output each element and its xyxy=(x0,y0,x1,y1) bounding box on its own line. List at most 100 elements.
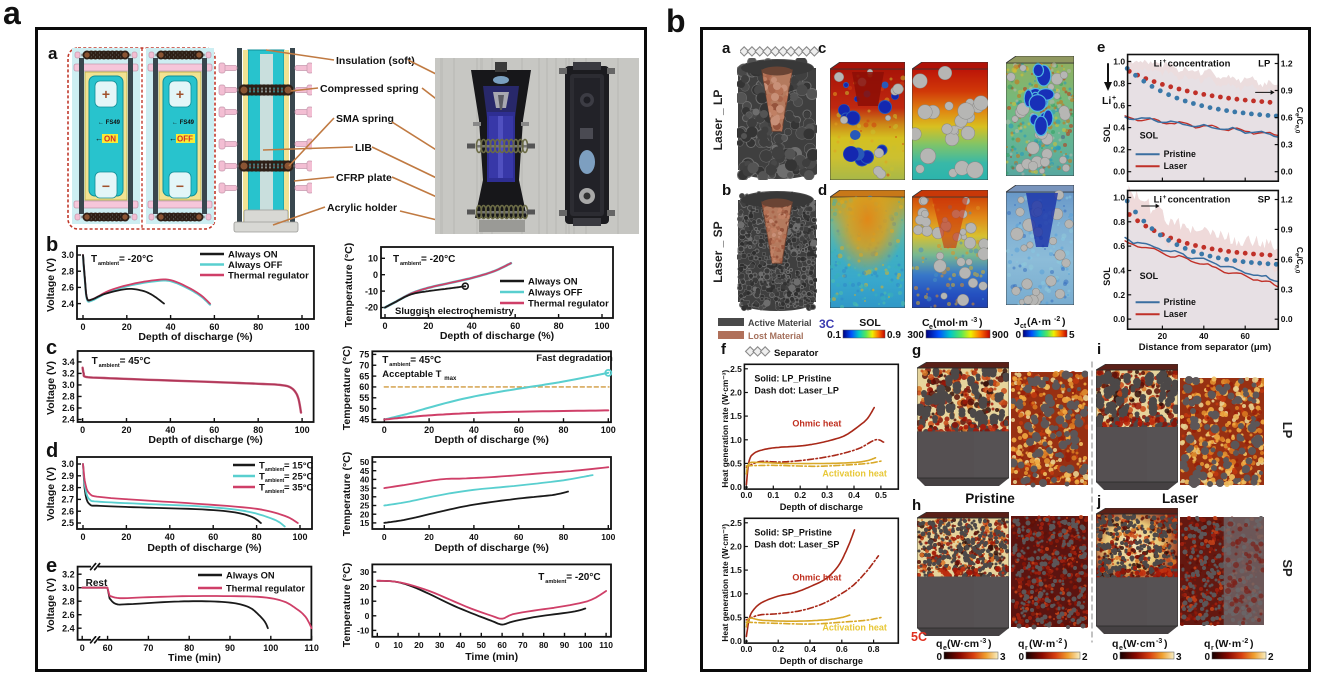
svg-text:+: + xyxy=(1163,58,1167,65)
svg-text:+: + xyxy=(102,86,110,102)
svg-text:40: 40 xyxy=(469,425,479,435)
svg-text:q: q xyxy=(1018,638,1024,650)
svg-text:100: 100 xyxy=(601,532,615,542)
svg-text:2.8: 2.8 xyxy=(61,483,74,493)
svg-text:0.0: 0.0 xyxy=(740,644,752,654)
svg-text:−: − xyxy=(176,178,184,194)
svg-text:20: 20 xyxy=(121,532,131,542)
svg-text:LP: LP xyxy=(1258,59,1271,70)
svg-text:0.1: 0.1 xyxy=(827,330,841,341)
svg-text:q: q xyxy=(936,638,942,650)
svg-text:Laser: Laser xyxy=(1164,309,1188,319)
svg-text:Temperature (°C): Temperature (°C) xyxy=(341,452,353,536)
svg-text:SP: SP xyxy=(1280,559,1295,577)
svg-text:OFF: OFF xyxy=(177,135,193,144)
svg-text:50: 50 xyxy=(359,404,369,414)
svg-text:100: 100 xyxy=(594,321,609,331)
svg-text:1.2: 1.2 xyxy=(1281,59,1293,69)
svg-text:Voltage (V): Voltage (V) xyxy=(45,467,57,521)
svg-text:2.9: 2.9 xyxy=(61,471,74,481)
svg-text:Temperature (°C): Temperature (°C) xyxy=(343,243,355,328)
svg-text:25: 25 xyxy=(360,501,370,511)
svg-text:Heat generation rate (W·cm⁻³): Heat generation rate (W·cm⁻³) xyxy=(720,524,730,642)
svg-text:100: 100 xyxy=(578,640,592,650)
svg-text:Distance from separator (μm): Distance from separator (μm) xyxy=(1139,342,1272,353)
svg-text:55: 55 xyxy=(359,393,369,403)
svg-text:Voltage (V): Voltage (V) xyxy=(45,258,57,312)
svg-text:= 25°C: = 25°C xyxy=(284,472,314,483)
svg-text:← FS49: ← FS49 xyxy=(172,120,195,126)
svg-text:60: 60 xyxy=(209,322,219,332)
svg-text:Thermal regulator: Thermal regulator xyxy=(228,271,309,282)
svg-text:Activation heat: Activation heat xyxy=(822,469,887,479)
svg-text:Depth of discharge (%): Depth of discharge (%) xyxy=(440,330,554,342)
svg-text:20: 20 xyxy=(122,322,132,332)
svg-text:←: ← xyxy=(95,134,103,143)
svg-text:= 15°C: = 15°C xyxy=(284,461,314,472)
svg-text:Always ON: Always ON xyxy=(528,277,578,288)
svg-text:0.0: 0.0 xyxy=(730,636,742,646)
svg-text:60: 60 xyxy=(497,640,507,650)
svg-text:Ohmic heat: Ohmic heat xyxy=(792,573,841,583)
svg-text:60: 60 xyxy=(1240,331,1250,341)
svg-text:0.2: 0.2 xyxy=(1113,145,1125,155)
svg-text:60: 60 xyxy=(510,321,520,331)
svg-text:Lost Material: Lost Material xyxy=(748,331,804,341)
svg-text:LP: LP xyxy=(1280,422,1295,439)
svg-text:40: 40 xyxy=(166,322,176,332)
svg-text:ambient: ambient xyxy=(98,261,119,267)
svg-text:1.0: 1.0 xyxy=(1113,57,1125,67)
svg-text:Always ON: Always ON xyxy=(226,571,275,581)
svg-text:2.0: 2.0 xyxy=(730,541,742,551)
svg-text:30: 30 xyxy=(360,567,370,577)
svg-text:70: 70 xyxy=(359,360,369,370)
svg-text:2.4: 2.4 xyxy=(62,623,75,633)
svg-text:15: 15 xyxy=(360,518,370,528)
svg-text:10: 10 xyxy=(360,596,370,606)
svg-text:2.6: 2.6 xyxy=(61,283,74,293)
svg-text:+: + xyxy=(1163,194,1167,201)
svg-text:45: 45 xyxy=(359,415,369,425)
svg-text:q: q xyxy=(1204,638,1210,650)
svg-text:ambient: ambient xyxy=(265,489,285,495)
svg-text:-3: -3 xyxy=(1156,638,1162,645)
svg-text:0: 0 xyxy=(80,643,85,653)
svg-text:Depth of discharge (%): Depth of discharge (%) xyxy=(147,542,261,554)
svg-text:Rest: Rest xyxy=(86,578,108,589)
svg-text:300: 300 xyxy=(907,330,924,341)
svg-text:2.4: 2.4 xyxy=(61,299,74,309)
svg-text:1.0: 1.0 xyxy=(1113,193,1125,203)
svg-text:35: 35 xyxy=(360,483,370,493)
svg-text:0.6: 0.6 xyxy=(1281,254,1293,264)
svg-text:Solid: LP_Pristine: Solid: LP_Pristine xyxy=(754,373,831,383)
svg-text:max: max xyxy=(444,376,457,382)
svg-text:30: 30 xyxy=(360,492,370,502)
svg-text:+: + xyxy=(1112,95,1116,102)
svg-text:SOL: SOL xyxy=(1140,131,1159,141)
svg-text:20: 20 xyxy=(1158,331,1168,341)
svg-text:80: 80 xyxy=(253,322,263,332)
svg-text:10: 10 xyxy=(393,640,403,650)
svg-text:2.6: 2.6 xyxy=(62,403,75,413)
svg-text:65: 65 xyxy=(359,371,369,381)
svg-text:T: T xyxy=(259,472,265,483)
svg-text:concentration: concentration xyxy=(1168,195,1231,206)
svg-text:2.0: 2.0 xyxy=(730,387,742,397)
svg-text:Li: Li xyxy=(1154,195,1162,206)
svg-text:= -20°C: = -20°C xyxy=(421,254,455,265)
svg-text:Pristine: Pristine xyxy=(1164,297,1196,307)
svg-text:3: 3 xyxy=(1176,652,1182,663)
svg-text:e: e xyxy=(1119,645,1123,652)
svg-text:40: 40 xyxy=(469,532,479,542)
svg-text:T: T xyxy=(91,254,97,265)
svg-text:(W·cm: (W·cm xyxy=(947,638,979,650)
svg-text:): ) xyxy=(979,317,983,329)
svg-text:0.9: 0.9 xyxy=(1281,224,1293,234)
svg-text:Voltage (V): Voltage (V) xyxy=(45,578,57,632)
svg-text:(mol·m: (mol·m xyxy=(933,317,968,329)
svg-text:40: 40 xyxy=(456,640,466,650)
svg-text:Heat generation rate (W·cm⁻³): Heat generation rate (W·cm⁻³) xyxy=(720,370,730,488)
svg-text:1.2: 1.2 xyxy=(1281,195,1293,205)
svg-text:Always ON: Always ON xyxy=(228,250,278,261)
svg-text:90: 90 xyxy=(560,640,570,650)
